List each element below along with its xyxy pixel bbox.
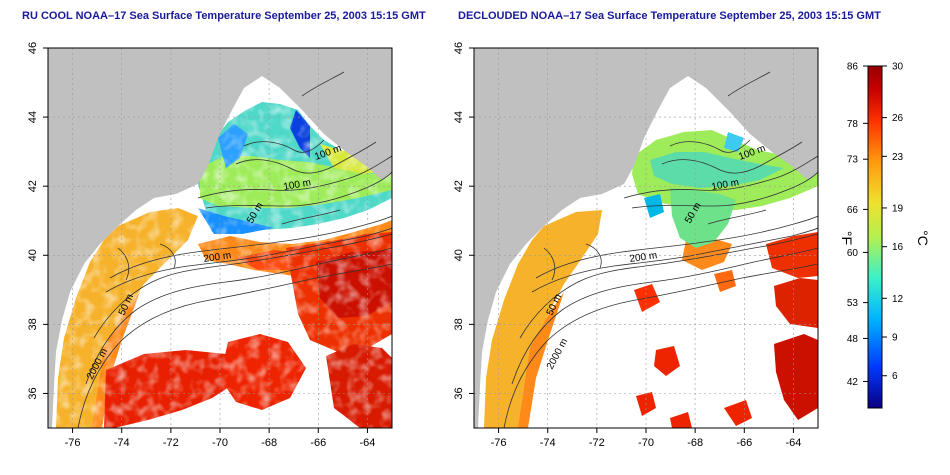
x-tick-label: -76	[491, 437, 507, 449]
x-tick-label: -76	[65, 437, 81, 449]
x-tick-label: -70	[212, 437, 228, 449]
x-tick-label: -74	[114, 437, 130, 449]
fahrenheit-tick-label: 53	[847, 298, 859, 309]
y-tick-label: 42	[453, 180, 465, 192]
x-tick-label: -64	[359, 437, 375, 449]
celsius-tick-label: 12	[892, 294, 904, 305]
fahrenheit-tick-label: 86	[847, 62, 859, 73]
celsius-tick-label: 19	[892, 203, 904, 214]
x-tick-label: -74	[540, 437, 556, 449]
map-panel-right	[474, 48, 818, 428]
axes-left: -76 -74 -72 -70 -68 -66 -64 36 38 40 42 44 46	[27, 42, 375, 449]
celsius-tick-label: 9	[892, 333, 898, 344]
celsius-tick-label: 6	[892, 371, 898, 382]
fahrenheit-tick-label: 78	[847, 119, 859, 130]
axes-right: -76 -74 -72 -70 -68 -66 -64 36 38 40 42 44 46	[453, 42, 801, 449]
fahrenheit-tick-label: 73	[847, 155, 859, 166]
y-tick-label: 46	[27, 42, 39, 54]
panel-title-left: RU COOL NOAA–17 Sea Surface Temperature …	[22, 10, 426, 22]
colorbar-scale	[867, 65, 883, 409]
y-tick-label: 38	[27, 318, 39, 330]
y-tick-label: 36	[27, 387, 39, 399]
y-tick-label: 44	[453, 111, 465, 123]
y-tick-label: 40	[453, 249, 465, 261]
x-tick-label: -66	[736, 437, 752, 449]
celsius-tick-label: 30	[892, 62, 904, 73]
map-panel-left	[48, 48, 392, 428]
celsius-tick-label: 26	[892, 113, 904, 124]
contour-label: 100 m	[283, 177, 312, 193]
contour-label: 200 m	[629, 250, 658, 265]
x-tick-label: -72	[589, 437, 605, 449]
fahrenheit-unit-label: °F	[839, 231, 855, 245]
x-tick-label: -70	[638, 437, 654, 449]
contour-label: 100 m	[711, 177, 740, 193]
celsius-unit-label: °C	[915, 230, 931, 246]
y-tick-label: 46	[453, 42, 465, 54]
y-tick-label: 42	[27, 180, 39, 192]
y-tick-label: 38	[453, 318, 465, 330]
colorbar: 30 26 23 19 16 12 9 6 86 78 73 66 60 53 48 42 °F °C	[839, 62, 931, 409]
x-tick-label: -68	[261, 437, 277, 449]
y-tick-label: 40	[27, 249, 39, 261]
fahrenheit-tick-label: 48	[847, 334, 859, 345]
contour-label: 200 m	[203, 250, 232, 265]
x-tick-label: -68	[687, 437, 703, 449]
x-tick-label: -66	[310, 437, 326, 449]
celsius-tick-label: 23	[892, 152, 904, 163]
panel-title-right: DECLOUDED NOAA–17 Sea Surface Temperatur…	[458, 10, 881, 22]
y-tick-label: 36	[453, 387, 465, 399]
x-tick-label: -64	[785, 437, 801, 449]
fahrenheit-tick-label: 42	[847, 377, 859, 388]
celsius-tick-label: 16	[892, 242, 904, 253]
fahrenheit-tick-label: 66	[847, 205, 859, 216]
y-tick-label: 44	[27, 111, 39, 123]
fahrenheit-tick-label: 60	[847, 248, 859, 259]
x-tick-label: -72	[163, 437, 179, 449]
